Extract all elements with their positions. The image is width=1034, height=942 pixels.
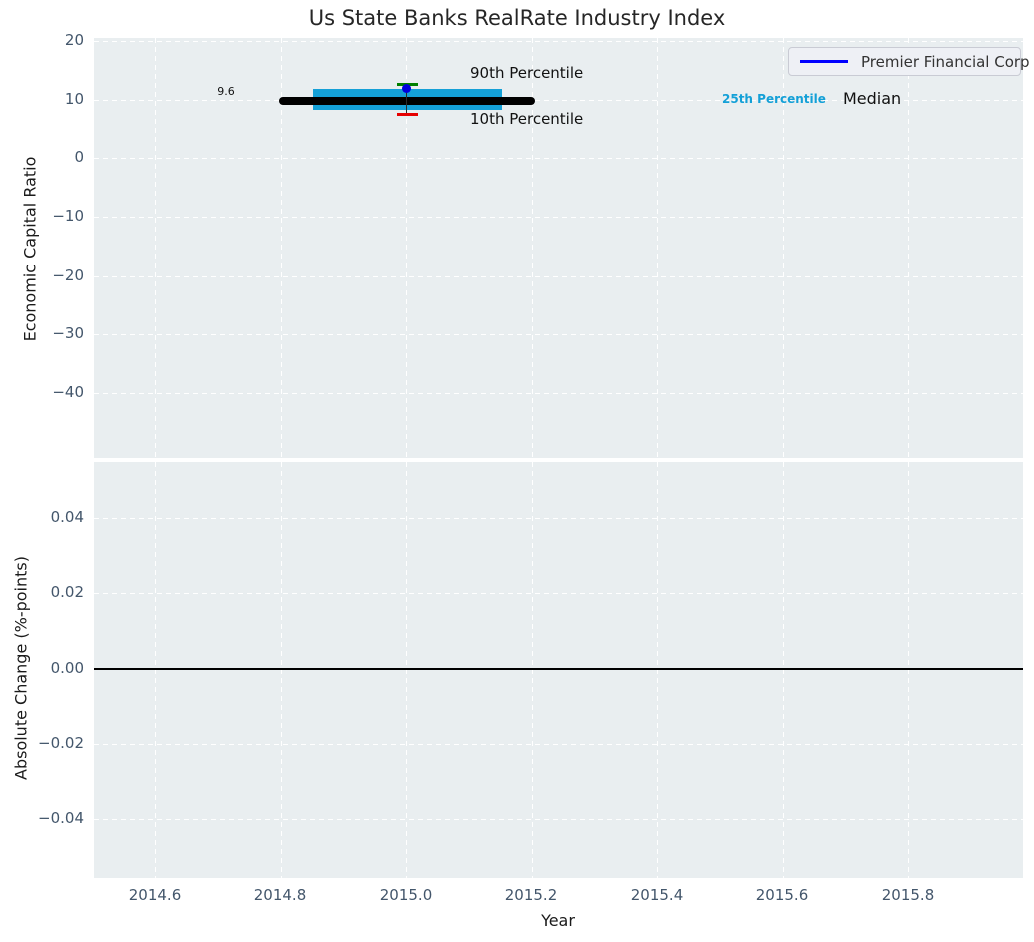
gridline (406, 38, 407, 458)
gridline (908, 462, 909, 878)
gridline (94, 334, 1023, 335)
gridline (94, 593, 1023, 594)
top-plot-area: 9.6 90th Percentile 10th Percentile 25th… (94, 38, 1030, 458)
p90-annotation: 90th Percentile (470, 64, 584, 82)
ytick-label: −20 (52, 266, 84, 284)
gridline (94, 158, 1023, 159)
p10-annotation: 10th Percentile (470, 110, 584, 128)
xtick-label: 2015.8 (881, 886, 935, 904)
ytick-label: 0.04 (50, 508, 84, 526)
gridline (94, 819, 1023, 820)
gridline (531, 38, 533, 458)
gridline (782, 462, 784, 878)
gridline (155, 38, 156, 458)
bottom-y-axis-label: Absolute Change (%-points) (11, 556, 31, 780)
ytick-label: 0 (74, 148, 84, 166)
gridline (531, 462, 533, 878)
gridline (657, 38, 658, 458)
median-value-label: 9.6 (217, 85, 235, 98)
xtick-label: 2014.6 (128, 886, 182, 904)
p25-annotation: 25th Percentile (722, 92, 826, 106)
gridline (94, 518, 1023, 519)
ytick-label: −40 (52, 383, 84, 401)
gridline (406, 462, 407, 878)
xtick-label: 2015.4 (630, 886, 684, 904)
legend: Premier Financial Corp (788, 47, 1030, 76)
gridline (280, 462, 282, 878)
ytick-label: −10 (52, 207, 84, 225)
ytick-label: −0.04 (38, 809, 84, 827)
gridline (908, 38, 909, 458)
gridline (94, 744, 1023, 745)
gridline (280, 38, 282, 458)
median-line (279, 97, 535, 105)
ytick-label: 20 (64, 31, 84, 49)
p10-cap-marker (397, 112, 418, 116)
gridline (94, 276, 1023, 277)
xtick-label: 2015.2 (504, 886, 558, 904)
ytick-label: 0.00 (50, 659, 84, 677)
gridline (94, 393, 1023, 394)
ytick-label: −0.02 (38, 734, 84, 752)
median-annotation: Median (843, 89, 902, 108)
legend-entry-label: Premier Financial Corp (861, 52, 1030, 71)
gridline (94, 100, 1023, 101)
bottom-plot-area (94, 462, 1023, 878)
company-point (402, 83, 411, 93)
top-y-axis-label: Economic Capital Ratio (20, 156, 40, 342)
ytick-label: −30 (52, 324, 84, 342)
chart-title: Us State Banks RealRate Industry Index (308, 6, 726, 30)
gridline (782, 38, 784, 458)
gridline (657, 462, 658, 878)
percentile-whisker (405, 83, 407, 114)
xtick-label: 2015.0 (379, 886, 433, 904)
ytick-label: 0.02 (50, 583, 84, 601)
x-axis-label: Year (541, 911, 575, 930)
ytick-label: 10 (64, 90, 84, 108)
legend-line-sample (800, 60, 848, 63)
xtick-label: 2015.6 (755, 886, 809, 904)
gridline (94, 41, 1023, 42)
zero-reference-line (94, 668, 1023, 670)
xtick-label: 2014.8 (253, 886, 307, 904)
gridline (94, 217, 1023, 218)
gridline (155, 462, 156, 878)
